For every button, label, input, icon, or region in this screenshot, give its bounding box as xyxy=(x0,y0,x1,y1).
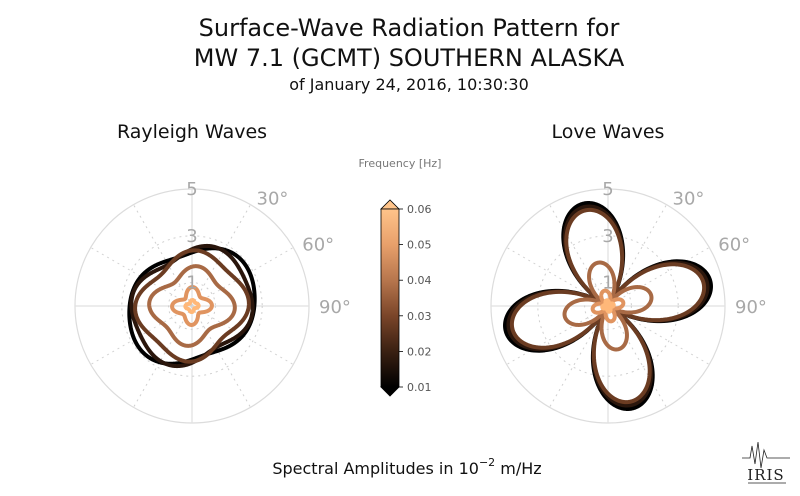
angle-tick-label: 90° xyxy=(735,297,767,318)
polar-grid-ring xyxy=(584,282,632,330)
radial-tick-label: 5 xyxy=(186,179,197,200)
polar-spoke xyxy=(90,247,193,307)
colorbar-tick-label: 0.06 xyxy=(407,203,432,216)
chart-title-line2: MW 7.1 (GCMT) SOUTHERN ALASKA xyxy=(194,44,625,72)
polar-spoke xyxy=(549,204,609,307)
iris-logo: IRIS xyxy=(742,441,790,484)
radial-tick-label: 1 xyxy=(186,273,197,294)
polar-spoke xyxy=(506,305,609,365)
x-axis-label-exponent: −2 xyxy=(479,456,495,469)
angle-tick-label: 30° xyxy=(257,189,289,210)
colorbar-tick-label: 0.04 xyxy=(407,274,432,287)
polar-spoke xyxy=(607,305,667,408)
chart-subtitle: of January 24, 2016, 10:30:30 xyxy=(289,75,529,94)
polar-grid-ring xyxy=(168,282,216,330)
love-polar-plot: 1 3 5 30° 60° 90° xyxy=(490,179,767,424)
rayleigh-curve-0.04hz xyxy=(147,264,237,348)
polar-grid-ring xyxy=(537,235,679,377)
polar-spoke xyxy=(607,247,710,307)
polar-spoke xyxy=(133,204,193,307)
colorbar-tick-label: 0.03 xyxy=(407,310,432,323)
polar-spoke xyxy=(191,305,294,365)
rayleigh-panel-title: Rayleigh Waves xyxy=(117,121,267,143)
polar-spoke xyxy=(133,305,193,408)
polar-spoke xyxy=(191,247,294,307)
radial-tick-label: 3 xyxy=(602,226,613,247)
radial-tick-label: 1 xyxy=(602,273,613,294)
rayleigh-polar-plot: 1 3 5 30° 60° 90° xyxy=(74,179,351,424)
colorbar-tick-label: 0.02 xyxy=(407,345,432,358)
radial-tick-label: 3 xyxy=(186,226,197,247)
polar-spoke xyxy=(191,204,251,307)
seismogram-icon xyxy=(742,441,790,469)
rayleigh-curve-0.06hz xyxy=(183,297,201,315)
rayleigh-curve-0.05hz xyxy=(170,285,214,327)
colorbar-label: Frequency [Hz] xyxy=(359,157,442,170)
colorbar-tick-label: 0.05 xyxy=(407,239,432,252)
polar-spoke xyxy=(191,305,251,408)
angle-tick-label: 60° xyxy=(718,235,750,256)
love-curve-0.06hz xyxy=(600,298,616,314)
x-axis-label-suffix: m/Hz xyxy=(495,459,542,478)
colorbar-top-extension xyxy=(380,199,400,210)
polar-spoke xyxy=(90,305,193,365)
angle-tick-label: 90° xyxy=(319,297,351,318)
x-axis-label: Spectral Amplitudes in 10−2 m/Hz xyxy=(272,456,541,478)
colorbar-gradient xyxy=(380,208,400,388)
angle-tick-label: 30° xyxy=(673,189,705,210)
colorbar-bottom-extension xyxy=(380,386,400,397)
frequency-colorbar: 0.01 0.02 0.03 0.04 0.05 0.06 xyxy=(380,199,432,397)
radial-tick-label: 5 xyxy=(602,179,613,200)
x-axis-label-prefix: Spectral Amplitudes in 10 xyxy=(272,459,479,478)
polar-grid-ring xyxy=(121,235,263,377)
chart-title-line1: Surface-Wave Radiation Pattern for xyxy=(199,14,620,42)
colorbar-tick-label: 0.01 xyxy=(407,381,432,394)
love-panel-title: Love Waves xyxy=(552,121,665,143)
rayleigh-curve-0.03hz xyxy=(133,248,251,364)
angle-tick-label: 60° xyxy=(302,235,334,256)
iris-logo-text: IRIS xyxy=(747,466,784,484)
